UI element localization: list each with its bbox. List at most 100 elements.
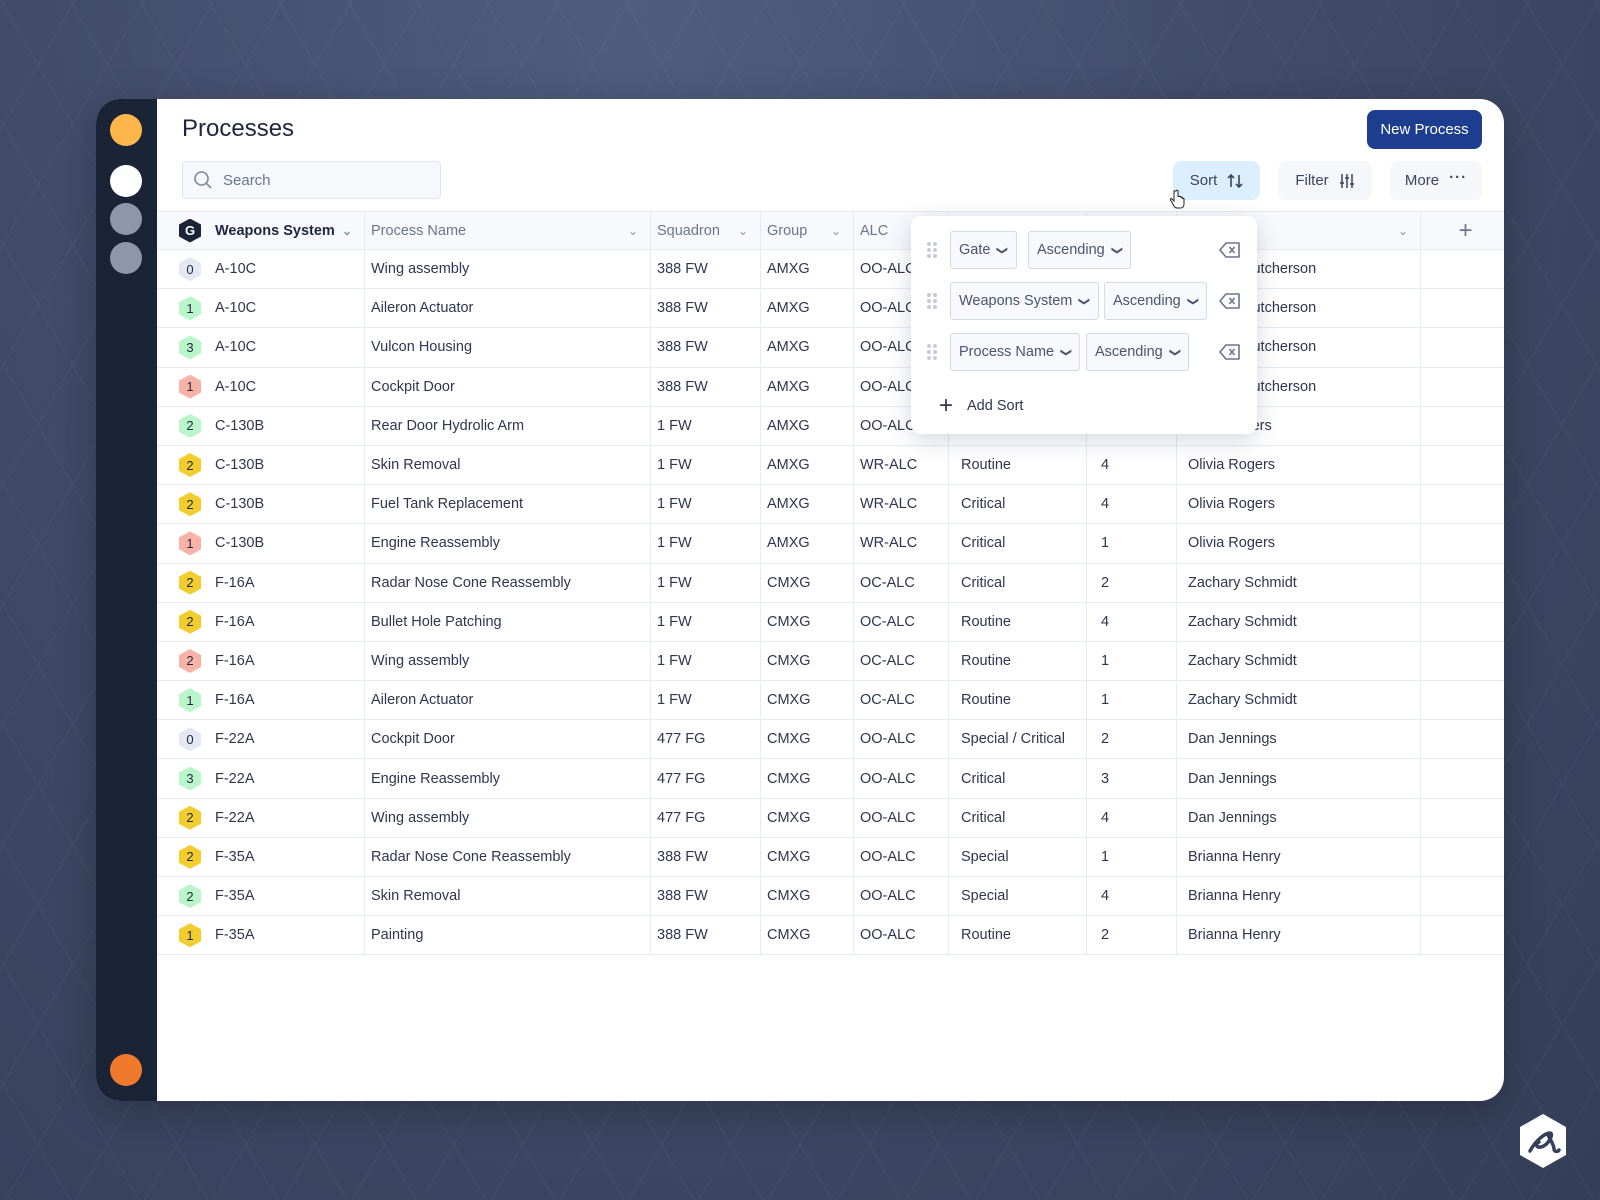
table-row[interactable]: 1 C-130B Engine Reassembly 1 FW AMXG WR-ALC Cr…: [157, 524, 1504, 564]
sort-direction-value: Ascending: [1095, 344, 1163, 360]
table-row[interactable]: 1 F-35A Painting 388 FW CMXG OO-ALC Routine 2 Br…: [157, 916, 1504, 956]
sort-direction-select[interactable]: Ascending ❯: [1086, 333, 1189, 371]
remove-sort-icon[interactable]: [1219, 292, 1241, 310]
count-text: 1: [1101, 692, 1110, 709]
process-text: Painting: [371, 927, 424, 944]
column-header-process-name[interactable]: Process Name ⌄: [365, 212, 651, 249]
gate-badge: 1: [179, 923, 201, 948]
cell-process: Wing assembly: [365, 641, 651, 681]
sidebar-item[interactable]: [110, 203, 142, 235]
table-row[interactable]: 1 A-10C Cockpit Door 388 FW AMXG OO-ALC Hutche…: [157, 367, 1504, 407]
table-row[interactable]: 2 F-35A Radar Nose Cone Reassembly 388 FW CM…: [157, 837, 1504, 877]
chevron-down-icon: ❯: [1060, 347, 1073, 357]
table-row[interactable]: 2 C-130B Skin Removal 1 FW AMXG WR-ALC Routine…: [157, 445, 1504, 486]
sort-direction-select[interactable]: Ascending ❯: [1104, 282, 1207, 320]
drag-handle-icon[interactable]: [927, 293, 937, 309]
cell-alc: WR-ALC: [854, 524, 949, 563]
cell-alc: OC-ALC: [854, 563, 949, 602]
chevron-down-icon[interactable]: ⌄: [627, 223, 638, 238]
cell-group: AMXG: [761, 406, 854, 445]
cell-count: 4: [1087, 445, 1177, 485]
chevron-down-icon[interactable]: ⌄: [1397, 223, 1408, 238]
group-text: CMXG: [767, 652, 811, 669]
table-row[interactable]: 0 F-22A Cockpit Door 477 FG CMXG OO-ALC Specia…: [157, 720, 1504, 760]
chevron-down-icon[interactable]: ⌄: [830, 223, 841, 238]
drag-handle-icon[interactable]: [927, 242, 937, 258]
table-row[interactable]: 2 F-22A Wing assembly 477 FG CMXG OO-ALC Criti…: [157, 798, 1504, 838]
cell-owner: Dan Jennings: [1177, 720, 1421, 759]
count-text: 1: [1101, 848, 1110, 865]
column-label: ALC: [860, 222, 889, 239]
sort-direction-value: Ascending: [1037, 242, 1105, 258]
group-text: CMXG: [767, 927, 811, 944]
new-process-button[interactable]: New Process: [1367, 110, 1482, 149]
table-row[interactable]: 1 F-16A Aileron Actuator 1 FW CMXG OC-ALC Rout…: [157, 681, 1504, 721]
table-row[interactable]: 3 A-10C Vulcon Housing 388 FW AMXG OO-ALC Hutc…: [157, 328, 1504, 368]
squadron-text: 388 FW: [657, 888, 708, 905]
sort-direction-value: Ascending: [1113, 293, 1181, 309]
process-text: Engine Reassembly: [371, 535, 500, 552]
table-row[interactable]: 1 A-10C Aileron Actuator 388 FW AMXG OO-ALC Hu…: [157, 289, 1504, 329]
weapons-system-text: F-22A: [215, 770, 255, 787]
user-avatar[interactable]: [110, 1054, 142, 1086]
table-row[interactable]: 2 C-130B Rear Door Hydrolic Arm 1 FW AMXG OO-…: [157, 406, 1504, 446]
chevron-down-icon[interactable]: ⌄: [737, 223, 748, 238]
table-row[interactable]: 0 A-10C Wing assembly 388 FW AMXG OO-ALC Hutch…: [157, 250, 1504, 290]
cell-group: AMXG: [761, 485, 854, 524]
sort-field-select[interactable]: Process Name ❯: [950, 333, 1081, 371]
group-text: CMXG: [767, 574, 811, 591]
remove-sort-icon[interactable]: [1219, 343, 1241, 361]
filter-button[interactable]: Filter: [1278, 161, 1372, 200]
sort-direction-select[interactable]: Ascending ❯: [1028, 231, 1131, 269]
type-text: Routine: [961, 457, 1011, 474]
cell-squadron: 477 FG: [651, 798, 761, 837]
chevron-down-icon[interactable]: ⌄: [341, 223, 352, 238]
squadron-text: 1 FW: [657, 692, 692, 709]
search-box[interactable]: [182, 161, 441, 199]
table-row[interactable]: 2 C-130B Fuel Tank Replacement 1 FW AMXG WR-A…: [157, 485, 1504, 525]
alc-text: OC-ALC: [860, 692, 915, 709]
add-sort-button[interactable]: + Add Sort: [939, 392, 1023, 420]
type-text: Special: [961, 848, 1009, 865]
column-header-owner[interactable]: ⌄: [1177, 212, 1421, 249]
sidebar-item[interactable]: [110, 242, 142, 274]
cell-squadron: 388 FW: [651, 250, 761, 289]
cell-group: CMXG: [761, 641, 854, 681]
weapons-system-text: A-10C: [215, 261, 257, 278]
sort-field-select[interactable]: Gate ❯: [950, 231, 1017, 269]
column-header-group[interactable]: Group ⌄: [761, 212, 854, 249]
sidebar-item-active[interactable]: [110, 165, 142, 197]
column-header-weapons-system[interactable]: G Weapons System ⌄: [157, 212, 365, 249]
more-button[interactable]: More ···: [1390, 161, 1482, 200]
squadron-text: 1 FW: [657, 535, 692, 552]
sort-label: Sort: [1189, 172, 1218, 189]
weapons-system-text: F-22A: [215, 809, 255, 826]
hand-cursor-icon: [1169, 189, 1185, 209]
cell-type: Critical: [949, 563, 1087, 602]
table-row[interactable]: 2 F-16A Bullet Hole Patching 1 FW CMXG OC-ALC…: [157, 602, 1504, 642]
drag-handle-icon[interactable]: [927, 344, 937, 360]
sort-button[interactable]: Sort: [1173, 161, 1260, 200]
cell-group: AMXG: [761, 289, 854, 328]
sort-field-select[interactable]: Weapons System ❯: [950, 282, 1099, 320]
chevron-down-icon: ❯: [1168, 347, 1181, 357]
column-header-squadron[interactable]: Squadron ⌄: [651, 212, 761, 249]
squadron-text: 388 FW: [657, 378, 708, 395]
cell-count: 2: [1087, 563, 1177, 602]
cell-empty: [1421, 877, 1504, 915]
gate-badge: 1: [179, 688, 201, 713]
search-input[interactable]: [223, 171, 423, 189]
cell-squadron: 477 FG: [651, 720, 761, 759]
table-row[interactable]: 2 F-35A Skin Removal 388 FW CMXG OO-ALC Specia…: [157, 877, 1504, 917]
chevron-down-icon: ❯: [1078, 296, 1091, 306]
cell-group: CMXG: [761, 563, 854, 602]
sidebar-logo-dot[interactable]: [110, 114, 142, 146]
add-column-button[interactable]: +: [1421, 212, 1504, 249]
table-row[interactable]: 2 F-16A Radar Nose Cone Reassembly 1 FW CMXG…: [157, 563, 1504, 603]
table-row[interactable]: 3 F-22A Engine Reassembly 477 FG CMXG OO-ALC C…: [157, 759, 1504, 799]
type-text: Critical: [961, 535, 1006, 552]
alc-text: OO-ALC: [860, 927, 916, 944]
table-row[interactable]: 2 F-16A Wing assembly 1 FW CMXG OC-ALC Routine…: [157, 641, 1504, 682]
remove-sort-icon[interactable]: [1219, 241, 1241, 259]
cell-weapons-system: 2 F-35A: [157, 837, 365, 876]
